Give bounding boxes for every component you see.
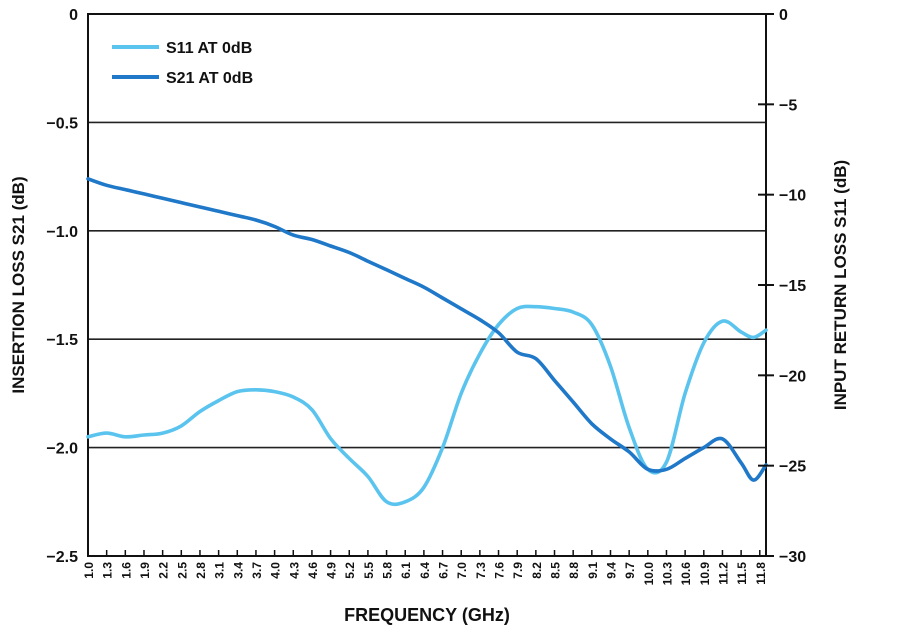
x-tick-label: 7.3 [474, 562, 488, 579]
x-axis-label: FREQUENCY (GHz) [344, 605, 510, 625]
right-axis-label: INPUT RETURN LOSS S11 (dB) [831, 160, 850, 410]
x-tick-label: 11.5 [735, 562, 749, 585]
x-tick-label: 4.6 [306, 562, 320, 579]
right-axis-ticks: 0 −5 −10 −15 −20 −25 −30 [758, 7, 806, 566]
x-tick-label: 3.1 [213, 562, 227, 579]
x-tick-label: 9.7 [623, 562, 637, 579]
right-tick-label: −25 [779, 459, 806, 476]
x-tick-label: 3.7 [250, 562, 264, 579]
legend-label: S21 AT 0dB [166, 70, 253, 87]
plot-frame [87, 13, 767, 557]
x-tick-label: 11.2 [716, 562, 730, 585]
x-tick-label: 7.0 [455, 562, 469, 579]
x-tick-label: 5.2 [343, 562, 357, 579]
x-tick-label: 10.3 [660, 562, 674, 586]
series-s21-line [86, 177, 768, 482]
x-tick-label: 1.6 [119, 562, 133, 579]
left-tick-label: −1.0 [46, 224, 78, 241]
x-tick-label: 7.6 [493, 562, 507, 579]
x-tick-label: 8.5 [549, 562, 563, 579]
x-tick-label: 4.0 [269, 562, 283, 579]
x-tick-label: 2.8 [194, 562, 208, 579]
x-tick-label: 5.8 [381, 562, 395, 579]
x-tick-label: 6.7 [437, 562, 451, 579]
right-tick-label: −15 [779, 278, 806, 295]
x-tick-label: 1.9 [138, 562, 152, 579]
series-s11-line [86, 304, 768, 507]
x-tick-label: 6.1 [399, 562, 413, 579]
x-tick-label: 1.3 [101, 562, 115, 579]
x-axis-ticks: 1.0 1.3 1.6 1.9 2.2 2.5 2.8 3.1 3.4 3.7 4.0 4.3 4.6 4… [82, 550, 768, 585]
right-tick-label: −30 [779, 549, 806, 566]
x-tick-label: 9.4 [604, 562, 618, 579]
x-tick-label: 7.9 [511, 562, 525, 579]
x-tick-label: 10.9 [698, 562, 712, 586]
x-tick-label: 8.2 [530, 562, 544, 579]
x-tick-label: 9.1 [586, 562, 600, 579]
left-tick-label: −2.5 [46, 549, 78, 566]
x-tick-label: 3.4 [231, 562, 245, 579]
x-tick-label: 1.0 [82, 562, 96, 579]
x-tick-label: 10.0 [642, 562, 656, 586]
x-tick-label: 10.6 [679, 562, 693, 586]
x-tick-label: 2.5 [175, 562, 189, 579]
right-tick-label: −5 [779, 97, 797, 114]
x-tick-label: 6.4 [418, 562, 432, 579]
left-axis-ticks: 0 −0.5 −1.0 −1.5 −2.0 −2.5 [46, 7, 78, 566]
series-layer [86, 177, 768, 507]
x-tick-label: 2.2 [157, 562, 171, 579]
left-tick-label: −1.5 [46, 332, 78, 349]
x-tick-label: 4.3 [287, 562, 301, 579]
legend-label: S11 AT 0dB [166, 40, 252, 57]
right-tick-label: −10 [779, 188, 806, 205]
right-tick-label: 0 [779, 7, 788, 24]
grid-lines [88, 121, 766, 449]
legend: S11 AT 0dB S21 AT 0dB [112, 40, 253, 87]
right-tick-label: −20 [779, 368, 806, 385]
left-tick-label: −2.0 [46, 441, 78, 458]
x-tick-label: 4.9 [325, 562, 339, 579]
x-tick-label: 5.5 [362, 562, 376, 579]
left-tick-label: 0 [69, 7, 78, 24]
x-tick-label: 8.8 [567, 562, 581, 579]
left-axis-label: INSERTION LOSS S21 (dB) [9, 176, 28, 393]
x-tick-label: 11.8 [754, 562, 768, 585]
left-tick-label: −0.5 [46, 115, 78, 132]
